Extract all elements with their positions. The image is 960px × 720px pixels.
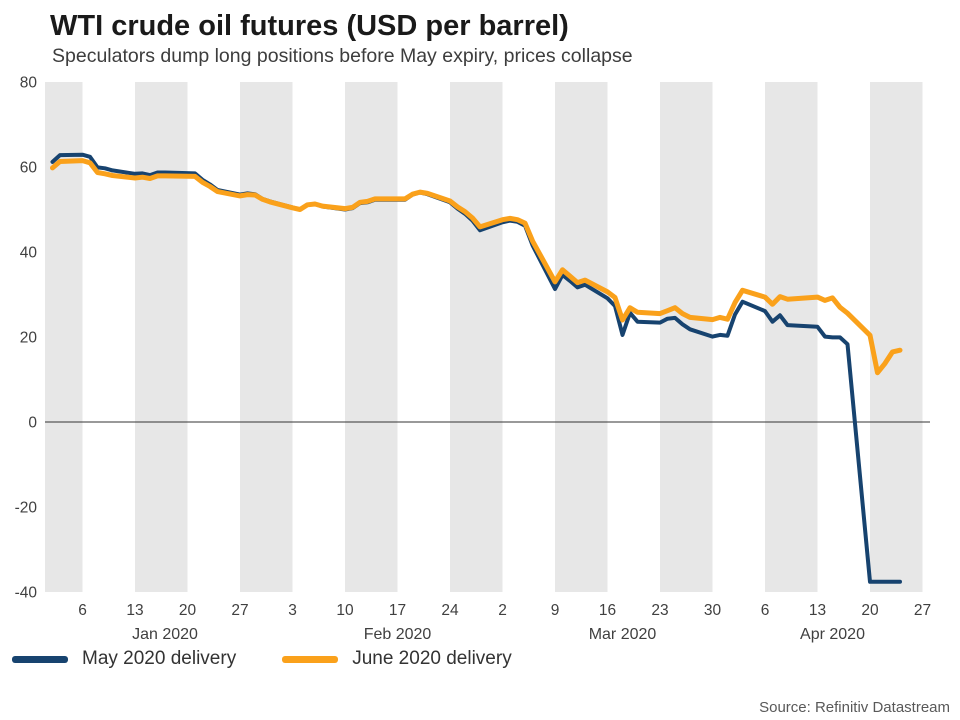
chart-subtitle: Speculators dump long positions before M… xyxy=(52,45,633,67)
page-title: WTI crude oil futures (USD per barrel) xyxy=(50,10,569,42)
svg-text:Mar 2020: Mar 2020 xyxy=(589,626,657,643)
svg-text:40: 40 xyxy=(20,245,38,262)
svg-text:80: 80 xyxy=(20,75,38,92)
svg-text:-40: -40 xyxy=(15,585,38,602)
svg-text:3: 3 xyxy=(288,602,297,619)
svg-text:16: 16 xyxy=(599,602,616,619)
svg-text:0: 0 xyxy=(28,415,37,432)
svg-text:Jan 2020: Jan 2020 xyxy=(132,626,198,643)
svg-text:27: 27 xyxy=(231,602,248,619)
svg-text:20: 20 xyxy=(861,602,879,619)
svg-text:Feb 2020: Feb 2020 xyxy=(364,626,432,643)
legend-label-june: June 2020 delivery xyxy=(352,648,512,669)
svg-text:6: 6 xyxy=(78,602,87,619)
svg-text:9: 9 xyxy=(551,602,560,619)
may-series-swatch xyxy=(12,655,68,663)
svg-text:24: 24 xyxy=(441,602,459,619)
svg-text:27: 27 xyxy=(914,602,931,619)
svg-text:Apr 2020: Apr 2020 xyxy=(800,626,865,643)
legend-item-june: June 2020 delivery xyxy=(282,648,512,670)
svg-text:20: 20 xyxy=(179,602,197,619)
svg-text:13: 13 xyxy=(126,602,143,619)
svg-text:10: 10 xyxy=(336,602,354,619)
svg-text:6: 6 xyxy=(761,602,770,619)
legend-item-may: May 2020 delivery xyxy=(12,648,236,670)
svg-text:20: 20 xyxy=(20,330,38,347)
source-credit: Source: Refinitiv Datastream xyxy=(759,699,950,716)
legend-label-may: May 2020 delivery xyxy=(82,648,237,669)
svg-text:13: 13 xyxy=(809,602,826,619)
legend: May 2020 delivery June 2020 delivery xyxy=(12,648,960,670)
svg-text:-20: -20 xyxy=(15,500,38,517)
svg-text:30: 30 xyxy=(704,602,722,619)
svg-text:17: 17 xyxy=(389,602,406,619)
june-series-swatch xyxy=(282,655,339,663)
svg-text:23: 23 xyxy=(651,602,668,619)
line-chart: 80 60 40 20 0 -20 -40 6 13 20 27 3 10 17 24 2 9 16 23 30 6 13… xyxy=(15,75,932,644)
svg-text:2: 2 xyxy=(498,602,507,619)
svg-text:60: 60 xyxy=(20,160,38,177)
